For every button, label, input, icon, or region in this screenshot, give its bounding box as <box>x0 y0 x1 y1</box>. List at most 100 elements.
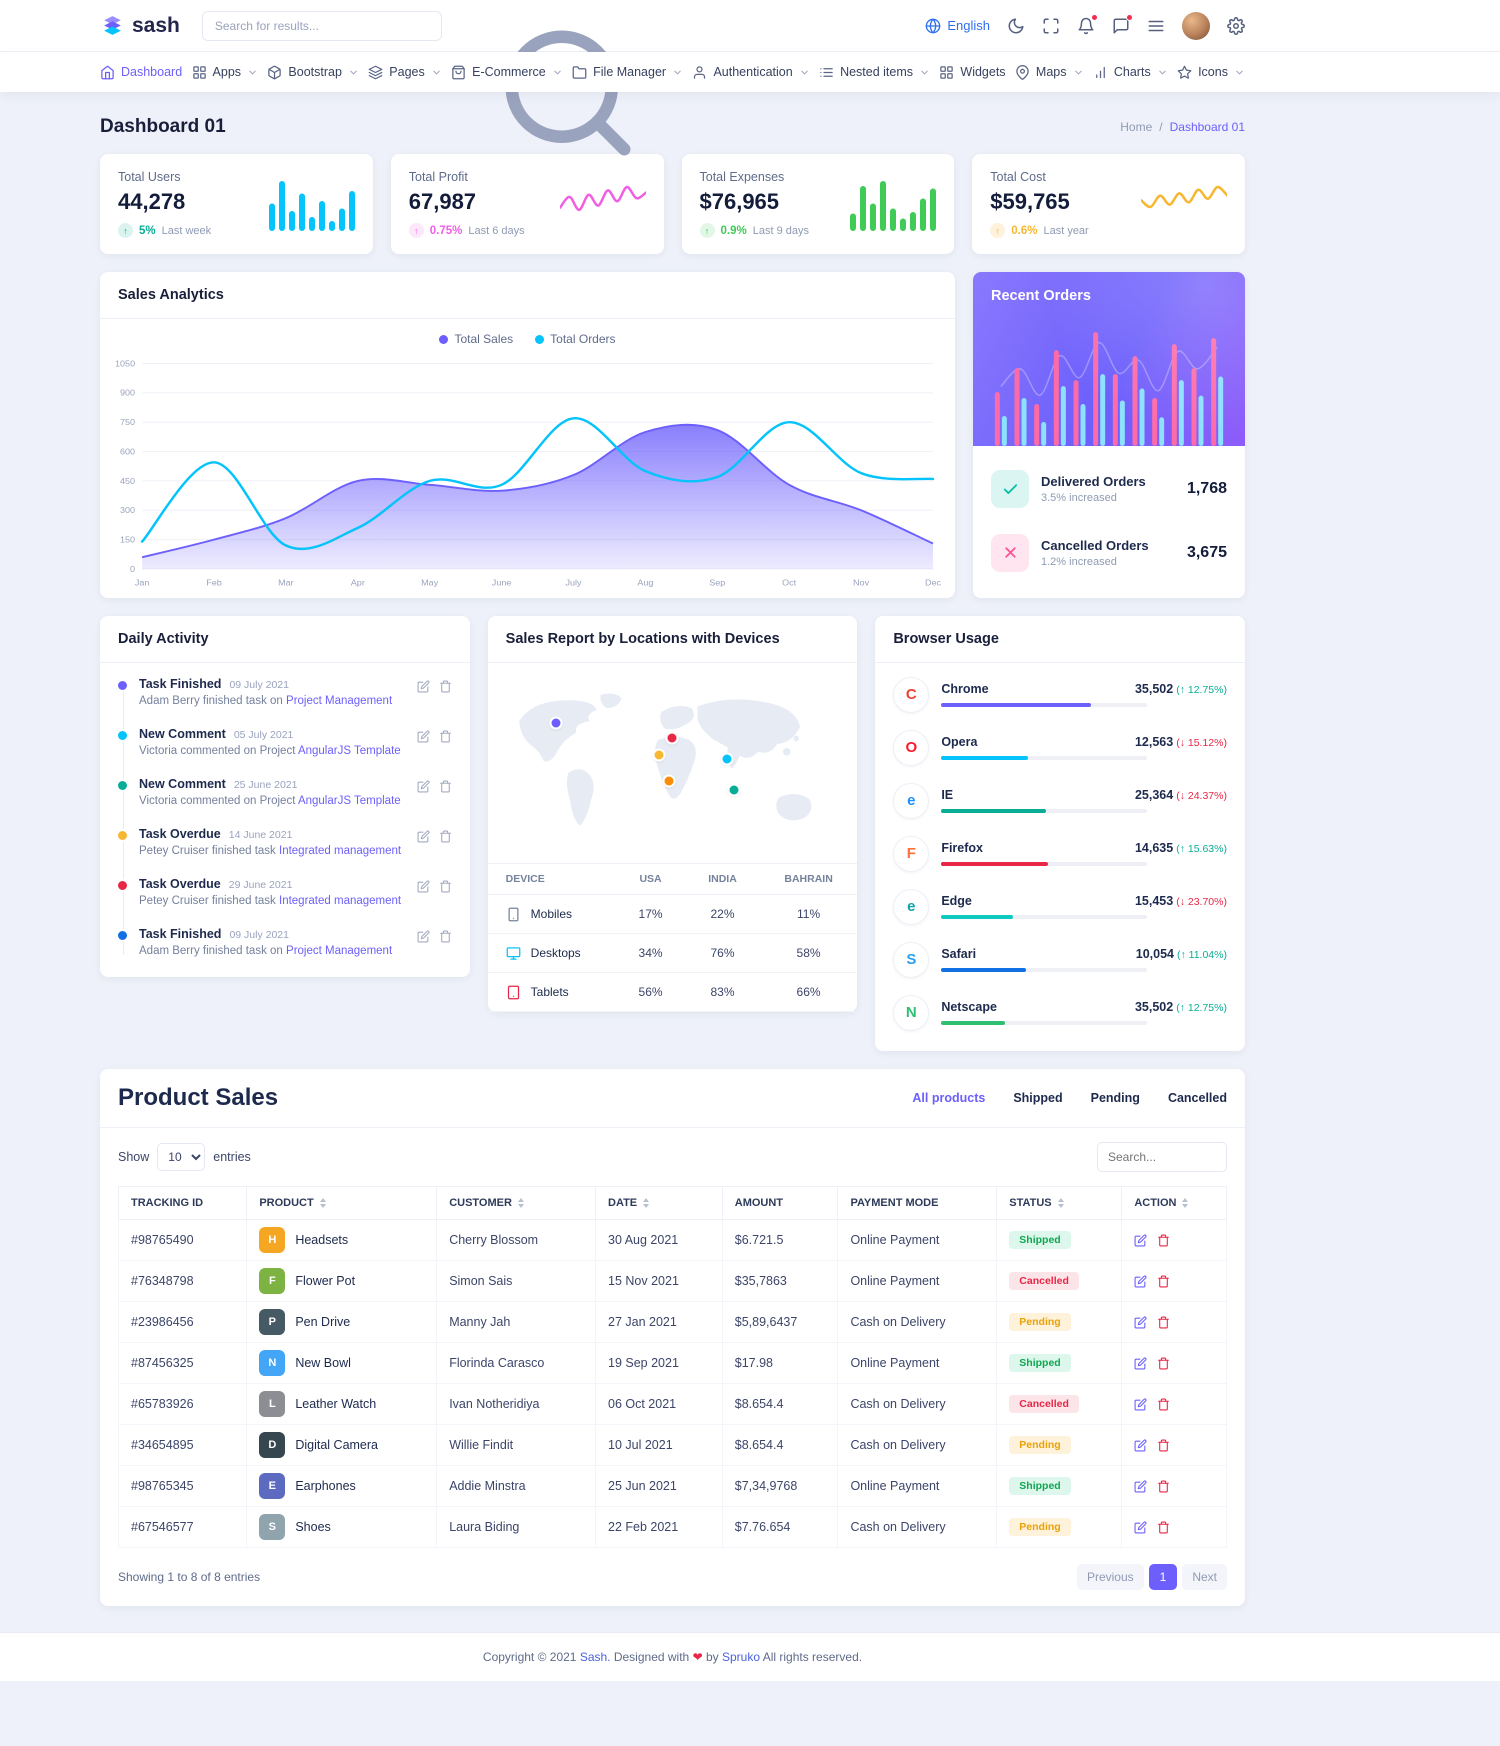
delete-button[interactable] <box>1157 1357 1170 1370</box>
pagination-next[interactable]: Next <box>1182 1564 1227 1590</box>
nav-item-11[interactable]: Icons <box>1177 65 1245 80</box>
sidebar-toggle[interactable] <box>1147 17 1165 35</box>
edit-button[interactable] <box>417 730 430 743</box>
activity-link[interactable]: Integrated management <box>279 845 402 857</box>
delete-button[interactable] <box>1157 1275 1170 1288</box>
nav-item-label: File Manager <box>593 65 667 79</box>
tab-1[interactable]: Shipped <box>1013 1091 1063 1105</box>
device-usa-value: 56% <box>615 972 686 1012</box>
edit-button[interactable] <box>417 930 430 943</box>
nav-item-8[interactable]: Widgets <box>939 65 1006 80</box>
delete-button[interactable] <box>439 930 452 943</box>
search-input[interactable] <box>201 10 442 41</box>
pagination-page-1[interactable]: 1 <box>1148 1564 1178 1590</box>
sort-icon[interactable] <box>1057 1198 1064 1209</box>
legend-item[interactable]: Total Orders <box>535 332 616 346</box>
delete-button[interactable] <box>439 730 452 743</box>
nav-item-0[interactable]: Dashboard <box>100 65 182 80</box>
nav-item-icon <box>192 65 207 80</box>
column-header[interactable]: AMOUNT <box>721 1186 839 1220</box>
edit-button[interactable] <box>1134 1275 1147 1288</box>
nav-item-10[interactable]: Charts <box>1093 65 1168 80</box>
browser-info: Opera 12,563 (↓ 15.12%) <box>941 735 1227 760</box>
card-title: Sales Analytics <box>118 287 224 303</box>
tracking-id: #67546577 <box>117 1506 248 1548</box>
page-size-select[interactable]: 10 <box>157 1143 206 1171</box>
sort-icon[interactable] <box>517 1198 524 1209</box>
column-header[interactable]: PAYMENT MODE <box>837 1186 998 1220</box>
tab-2[interactable]: Pending <box>1090 1091 1140 1105</box>
nav-item-2[interactable]: Bootstrap <box>267 65 359 80</box>
tab-0[interactable]: All products <box>912 1091 986 1105</box>
delete-button[interactable] <box>1157 1521 1170 1534</box>
delete-button[interactable] <box>439 880 452 893</box>
stat-delta-value: 5% <box>139 224 156 237</box>
messages-button[interactable] <box>1112 13 1133 35</box>
edit-button[interactable] <box>1134 1521 1147 1534</box>
language-switcher[interactable]: English <box>925 18 990 34</box>
brand[interactable]: sash <box>100 13 180 38</box>
column-header[interactable]: PRODUCT <box>246 1186 438 1220</box>
sort-icon[interactable] <box>1182 1198 1189 1209</box>
footer-designer-link[interactable]: Spruko <box>722 1650 761 1664</box>
settings-button[interactable] <box>1227 17 1245 35</box>
nav-item-6[interactable]: Authentication <box>692 65 809 80</box>
pagination-previous[interactable]: Previous <box>1076 1564 1144 1590</box>
edit-button[interactable] <box>417 880 430 893</box>
nav-item-7[interactable]: Nested items <box>819 65 930 80</box>
nav-item-5[interactable]: File Manager <box>572 65 683 80</box>
delete-button[interactable] <box>439 780 452 793</box>
status-badge: Shipped <box>1009 1354 1071 1372</box>
search-icon[interactable] <box>418 18 433 33</box>
legend-item[interactable]: Total Sales <box>439 332 513 346</box>
dark-mode-toggle[interactable] <box>1007 17 1025 35</box>
column-label: AMOUNT <box>734 1197 784 1209</box>
footer-brand-link[interactable]: Sash. <box>579 1650 611 1664</box>
edit-button[interactable] <box>1134 1234 1147 1247</box>
device-india-value: 76% <box>685 933 760 973</box>
edit-button[interactable] <box>1134 1316 1147 1329</box>
edit-button[interactable] <box>417 830 430 843</box>
fullscreen-button[interactable] <box>1042 17 1060 35</box>
column-header[interactable]: TRACKING ID <box>117 1186 248 1220</box>
table-search-input[interactable] <box>1097 1142 1227 1172</box>
activity-link[interactable]: Integrated management <box>279 895 402 907</box>
product-name: Earphones <box>295 1479 356 1493</box>
delete-button[interactable] <box>1157 1398 1170 1411</box>
nav-item-1[interactable]: Apps <box>192 65 259 80</box>
column-header[interactable]: DATE <box>595 1186 723 1220</box>
activity-link[interactable]: AngularJS Template <box>297 795 401 807</box>
avatar[interactable] <box>1182 11 1210 40</box>
edit-button[interactable] <box>1134 1398 1147 1411</box>
delete-button[interactable] <box>439 680 452 693</box>
column-header[interactable]: ACTION <box>1121 1186 1227 1220</box>
tab-3[interactable]: Cancelled <box>1167 1091 1227 1105</box>
delete-button[interactable] <box>1157 1234 1170 1247</box>
activity-date: 25 June 2021 <box>233 779 298 791</box>
activity-link[interactable]: Project Management <box>286 945 393 957</box>
edit-button[interactable] <box>1134 1439 1147 1452</box>
sort-icon[interactable] <box>643 1198 650 1209</box>
column-header[interactable]: STATUS <box>996 1186 1123 1220</box>
activity-link[interactable]: AngularJS Template <box>297 745 401 757</box>
nav-item-4[interactable]: E-Commerce <box>451 65 563 80</box>
activity-link[interactable]: Project Management <box>286 695 393 707</box>
product-name: Pen Drive <box>295 1315 351 1329</box>
delete-button[interactable] <box>1157 1439 1170 1452</box>
browser-progress-fill <box>941 968 1026 972</box>
breadcrumb-home[interactable]: Home <box>1120 120 1153 134</box>
svg-text:Sep: Sep <box>709 577 725 587</box>
notifications-button[interactable] <box>1077 13 1098 35</box>
stat-card-left: Total Users 44,278 ↑ 5% Last week <box>118 170 211 238</box>
delete-button[interactable] <box>1157 1480 1170 1493</box>
nav-item-3[interactable]: Pages <box>368 65 441 80</box>
edit-button[interactable] <box>1134 1480 1147 1493</box>
edit-button[interactable] <box>417 780 430 793</box>
delete-button[interactable] <box>439 830 452 843</box>
delete-button[interactable] <box>1157 1316 1170 1329</box>
sort-icon[interactable] <box>319 1198 326 1209</box>
nav-item-9[interactable]: Maps <box>1015 65 1084 80</box>
edit-button[interactable] <box>417 680 430 693</box>
edit-button[interactable] <box>1134 1357 1147 1370</box>
column-header[interactable]: CUSTOMER <box>436 1186 597 1220</box>
